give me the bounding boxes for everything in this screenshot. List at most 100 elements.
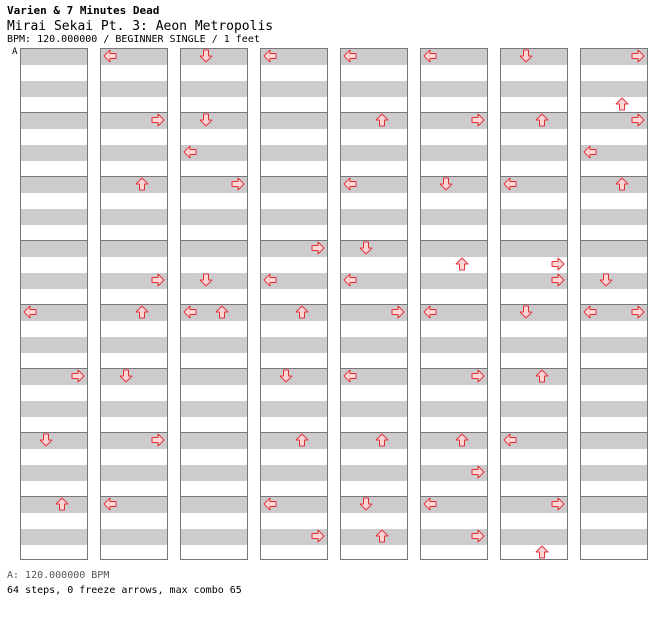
down-arrow-icon (359, 241, 373, 255)
up-arrow-icon (455, 433, 469, 447)
left-arrow-icon (103, 497, 117, 511)
right-arrow-icon (311, 529, 325, 543)
measure-line (341, 432, 407, 433)
left-arrow-icon (343, 49, 357, 63)
measure-line (341, 304, 407, 305)
down-arrow-icon (199, 273, 213, 287)
measure-line (341, 176, 407, 177)
right-arrow-icon (151, 273, 165, 287)
right-arrow-icon (551, 257, 565, 271)
up-arrow-icon (375, 113, 389, 127)
right-arrow-icon (631, 113, 645, 127)
measure-line (581, 176, 647, 177)
measure-line (21, 112, 87, 113)
measure-line (501, 304, 567, 305)
down-arrow-icon (439, 177, 453, 191)
up-arrow-icon (535, 545, 549, 559)
left-arrow-icon (503, 177, 517, 191)
left-arrow-icon (423, 49, 437, 63)
measure-line (581, 496, 647, 497)
left-arrow-icon (263, 49, 277, 63)
measure-line (101, 176, 167, 177)
chart-column-1 (20, 48, 88, 560)
chart-column-6 (420, 48, 488, 560)
up-arrow-icon (55, 497, 69, 511)
measure-line (421, 176, 487, 177)
measure-line (341, 368, 407, 369)
chart-column-5 (340, 48, 408, 560)
measure-line (421, 368, 487, 369)
down-arrow-icon (519, 305, 533, 319)
chart-column-4 (260, 48, 328, 560)
down-arrow-icon (199, 113, 213, 127)
right-arrow-icon (151, 113, 165, 127)
right-arrow-icon (631, 305, 645, 319)
measure-line (261, 496, 327, 497)
down-arrow-icon (519, 49, 533, 63)
up-arrow-icon (375, 433, 389, 447)
left-arrow-icon (423, 497, 437, 511)
left-arrow-icon (263, 497, 277, 511)
left-arrow-icon (503, 433, 517, 447)
measure-line (21, 176, 87, 177)
chart-column-3 (180, 48, 248, 560)
measure-line (181, 112, 247, 113)
measure-line (421, 304, 487, 305)
measure-line (501, 368, 567, 369)
right-arrow-icon (311, 241, 325, 255)
measure-line (261, 176, 327, 177)
chart-info: BPM: 120.000000 / BEGINNER SINGLE / 1 fe… (7, 34, 260, 45)
left-arrow-icon (583, 145, 597, 159)
right-arrow-icon (471, 465, 485, 479)
measure-line (341, 496, 407, 497)
measure-line (341, 240, 407, 241)
measure-line (181, 432, 247, 433)
measure-line (501, 240, 567, 241)
up-arrow-icon (535, 113, 549, 127)
measure-line (501, 112, 567, 113)
measure-line (181, 368, 247, 369)
measure-line (181, 176, 247, 177)
right-arrow-icon (551, 273, 565, 287)
measure-line (261, 432, 327, 433)
measure-line (501, 176, 567, 177)
measure-line (181, 304, 247, 305)
chart-column-2 (100, 48, 168, 560)
left-arrow-icon (343, 177, 357, 191)
left-arrow-icon (103, 49, 117, 63)
down-arrow-icon (119, 369, 133, 383)
measure-line (581, 112, 647, 113)
measure-line (21, 496, 87, 497)
right-arrow-icon (471, 113, 485, 127)
right-arrow-icon (551, 497, 565, 511)
right-arrow-icon (151, 433, 165, 447)
up-arrow-icon (535, 369, 549, 383)
down-arrow-icon (279, 369, 293, 383)
measure-line (21, 368, 87, 369)
left-arrow-icon (343, 369, 357, 383)
measure-line (421, 240, 487, 241)
up-arrow-icon (215, 305, 229, 319)
down-arrow-icon (359, 497, 373, 511)
measure-line (101, 112, 167, 113)
measure-line (421, 112, 487, 113)
measure-line (101, 368, 167, 369)
up-arrow-icon (295, 433, 309, 447)
measure-line (421, 496, 487, 497)
up-arrow-icon (295, 305, 309, 319)
measure-line (181, 496, 247, 497)
right-arrow-icon (631, 49, 645, 63)
up-arrow-icon (615, 97, 629, 111)
measure-line (581, 240, 647, 241)
measure-line (581, 304, 647, 305)
measure-line (21, 304, 87, 305)
left-arrow-icon (183, 305, 197, 319)
left-arrow-icon (343, 273, 357, 287)
measure-line (341, 112, 407, 113)
measure-line (421, 432, 487, 433)
measure-line (101, 240, 167, 241)
up-arrow-icon (615, 177, 629, 191)
chart-stats: 64 steps, 0 freeze arrows, max combo 65 (7, 585, 242, 596)
measure-line (581, 432, 647, 433)
up-arrow-icon (135, 177, 149, 191)
